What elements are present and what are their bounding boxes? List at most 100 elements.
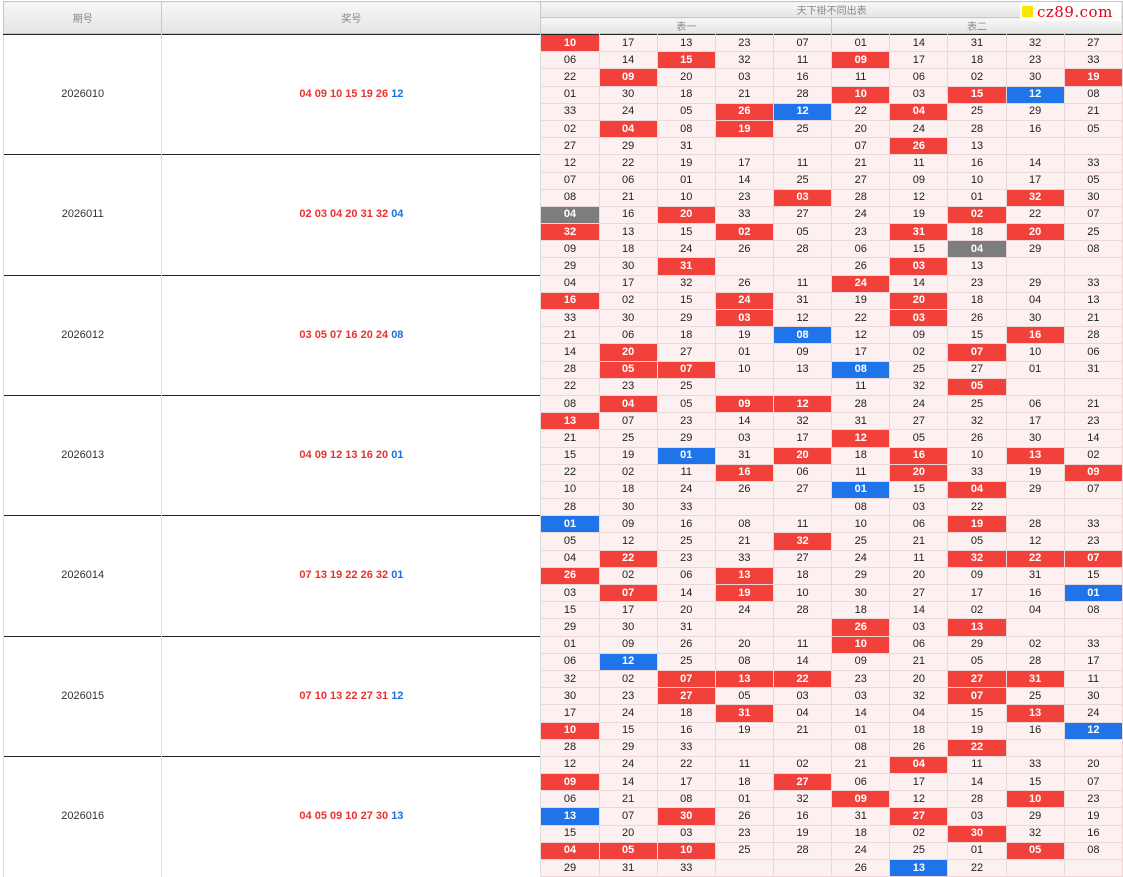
highlighted-number-cell: 24 <box>715 292 775 311</box>
number-cell: 03 <box>947 807 1007 826</box>
number-cell <box>715 137 775 156</box>
number-cell: 24 <box>657 481 716 500</box>
number-cell: 02 <box>599 292 658 311</box>
number-cell: 22 <box>657 755 716 775</box>
number-cell: 29 <box>599 137 658 156</box>
number-cell: 04 <box>773 704 833 723</box>
number-cell <box>1006 859 1065 877</box>
issue-column-header[interactable]: 期号 <box>2 1 163 34</box>
number-cell: 07 <box>540 172 600 190</box>
grid-row: 33 30 29 03 12 22 03 26 30 21 <box>4 309 1123 328</box>
number-cell: 22 <box>540 68 600 87</box>
number-cell: 06 <box>540 790 600 809</box>
number-cell: 15 <box>889 240 949 259</box>
number-cell: 01 <box>947 842 1007 861</box>
number-cell: 22 <box>947 498 1007 517</box>
number-cell: 15 <box>540 447 600 465</box>
number-cell: 04 <box>1006 601 1065 620</box>
number-cell: 08 <box>657 790 716 809</box>
number-cell: 19 <box>831 292 891 311</box>
numbers-column-header[interactable]: 奖号 <box>161 1 542 34</box>
number-cell: 10 <box>1006 343 1065 362</box>
number-cell: 14 <box>715 172 775 190</box>
winning-numbers: 04 09 10 15 19 26 12 <box>161 33 542 155</box>
number-cell: 30 <box>540 687 600 706</box>
number-cell: 09 <box>773 343 833 362</box>
grid-row: 06 14 15 32 11 09 17 18 23 33 <box>4 51 1123 70</box>
highlighted-number-cell: 13 <box>715 670 775 689</box>
number-cell: 17 <box>1064 653 1123 671</box>
number-cell: 23 <box>831 670 891 689</box>
number-cell <box>1006 378 1065 396</box>
red-balls: 04 09 10 15 19 26 <box>299 88 389 101</box>
number-cell: 22 <box>540 378 600 396</box>
number-cell: 19 <box>889 206 949 225</box>
grid-row: 2026010 04 09 10 15 19 26 12 10 17 13 23 07 01 1… <box>2 33 1123 155</box>
number-cell: 26 <box>715 240 775 259</box>
number-cell: 07 <box>773 33 833 53</box>
number-cell: 04 <box>540 550 600 568</box>
number-cell: 14 <box>1006 154 1065 173</box>
number-cell: 06 <box>599 326 658 345</box>
number-cell: 17 <box>599 33 658 53</box>
grid-row: 2026014 07 13 19 22 26 32 01 01 09 16 08 11 10 0… <box>2 515 1123 637</box>
number-cell: 21 <box>715 532 775 551</box>
number-cell: 30 <box>1006 68 1065 87</box>
number-cell: 16 <box>947 154 1007 173</box>
number-cell: 03 <box>773 687 833 706</box>
highlighted-number-cell: 20 <box>889 292 949 311</box>
number-cell: 32 <box>540 670 600 689</box>
number-cell: 22 <box>947 859 1007 877</box>
number-cell: 06 <box>1064 343 1123 362</box>
number-cell: 08 <box>1064 86 1123 104</box>
highlighted-number-cell: 04 <box>889 755 949 775</box>
number-cell: 08 <box>540 189 600 207</box>
issue-number: 2026014 <box>2 515 163 637</box>
number-cell: 31 <box>773 292 833 311</box>
number-cell: 16 <box>1006 584 1065 603</box>
number-cell: 22 <box>599 154 658 173</box>
highlighted-number-cell: 20 <box>1006 223 1065 242</box>
highlighted-number-cell: 04 <box>947 240 1007 259</box>
grid-row: 07 06 01 14 25 27 09 10 17 05 <box>4 172 1123 190</box>
number-cell <box>1064 618 1123 637</box>
highlighted-number-cell: 09 <box>599 68 658 87</box>
number-cell: 01 <box>715 790 775 809</box>
number-cell: 22 <box>831 309 891 328</box>
number-cell: 33 <box>1064 274 1123 293</box>
highlighted-number-cell: 20 <box>599 343 658 362</box>
highlighted-number-cell: 13 <box>889 859 949 877</box>
number-cell: 32 <box>889 687 949 706</box>
number-cell: 33 <box>947 464 1007 482</box>
number-cell: 05 <box>540 532 600 551</box>
site-logo[interactable]: cz89.com <box>1020 2 1121 21</box>
grid-row: 22 23 25 11 32 05 <box>4 378 1123 396</box>
highlighted-number-cell: 32 <box>540 223 600 242</box>
number-cell: 18 <box>947 51 1007 70</box>
number-cell: 03 <box>715 68 775 87</box>
highlighted-number-cell: 32 <box>773 532 833 551</box>
number-cell: 06 <box>540 653 600 671</box>
grid-row: 15 17 20 24 28 18 14 02 04 08 <box>4 601 1123 620</box>
number-cell: 29 <box>1006 481 1065 500</box>
highlighted-number-cell: 19 <box>715 584 775 603</box>
logo-text: cz89.com <box>1037 2 1113 21</box>
number-cell: 18 <box>715 773 775 792</box>
number-cell: 23 <box>1064 412 1123 431</box>
winning-numbers: 04 05 09 10 27 30 13 <box>161 755 542 877</box>
table-one-header: 表一 <box>540 17 833 34</box>
number-cell: 19 <box>715 722 775 740</box>
highlighted-number-cell: 04 <box>947 481 1007 500</box>
highlighted-number-cell: 26 <box>831 618 891 637</box>
number-cell: 05 <box>773 223 833 242</box>
number-cell: 30 <box>599 498 658 517</box>
highlighted-number-cell: 20 <box>773 447 833 465</box>
number-cell: 13 <box>947 257 1007 276</box>
number-cell: 15 <box>947 326 1007 345</box>
highlighted-number-cell: 31 <box>657 257 716 276</box>
number-cell: 05 <box>715 687 775 706</box>
number-cell: 08 <box>1064 240 1123 259</box>
number-cell: 10 <box>947 172 1007 190</box>
grid-row: 28 30 33 08 03 22 <box>4 498 1123 517</box>
number-cell: 17 <box>657 773 716 792</box>
